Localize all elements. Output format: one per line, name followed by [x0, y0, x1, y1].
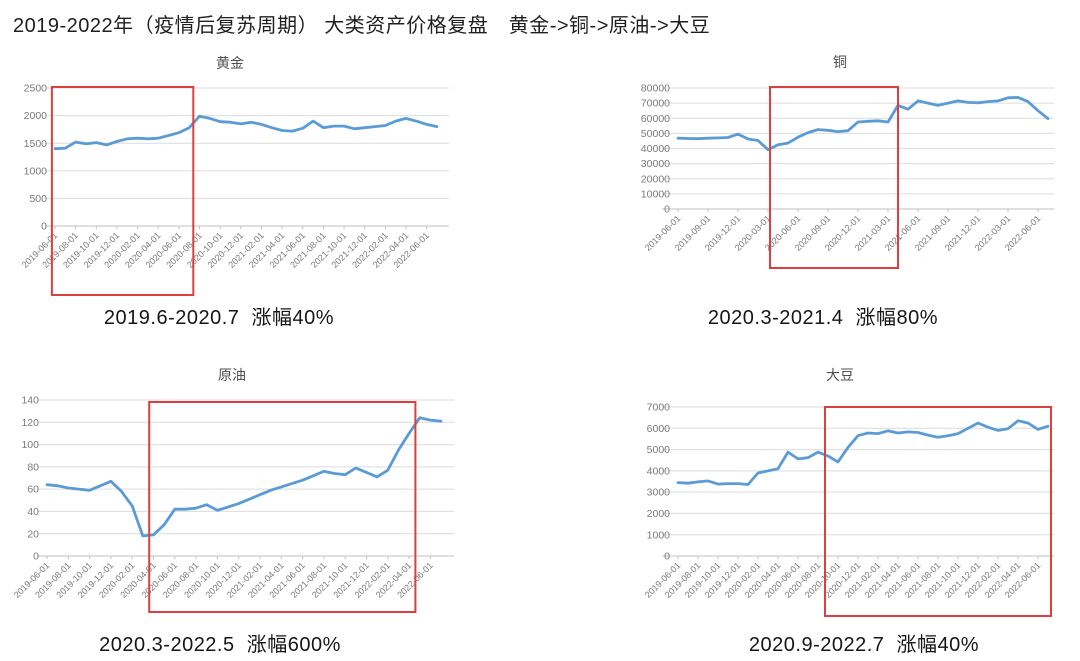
y-axis-tick-label: 40 — [27, 506, 39, 518]
chart-soybean: 010002000300040005000600070002019-06-012… — [643, 402, 1054, 617]
highlight-box-soybean — [824, 406, 1052, 617]
caption-soybean: 2020.9-2022.7 涨幅40% — [748, 634, 980, 656]
y-axis-tick-label: 1000 — [647, 529, 671, 541]
series-line-soybean — [676, 419, 1050, 486]
chart-title-soybean: 大豆 — [826, 367, 854, 383]
chart-title-crude-oil: 原油 — [218, 367, 246, 383]
y-axis-tick-label: 60 — [27, 484, 39, 496]
y-axis-tick-label: 0 — [664, 204, 670, 216]
chart-copper: 0 10000 20000 30000 40000 50000 60000 70000 8000… — [641, 83, 1054, 269]
highlight-box-copper — [769, 86, 899, 269]
highlight-box-crude-oil — [148, 401, 417, 613]
y-axis-tick-label: 10000 — [641, 189, 670, 201]
y-axis-tick-label: 4000 — [647, 466, 671, 478]
page-title: 2019-2022年（疫情后复苏周期） 大类资产价格复盘 黄金->铜->原油->… — [13, 15, 711, 37]
y-axis-tick-label: 100 — [21, 439, 39, 451]
chart-title-copper: 铜 — [833, 54, 847, 70]
y-axis-tick-label: 0 — [41, 221, 47, 233]
series-line-crude-oil — [45, 416, 443, 538]
y-axis-tick-label: 70000 — [641, 98, 670, 110]
y-axis-tick-label: 3000 — [647, 487, 671, 499]
y-axis-tick-label: 0 — [664, 551, 670, 563]
y-axis-tick-label: 40000 — [641, 143, 670, 155]
chart-title-gold: 黄金 — [216, 55, 244, 71]
y-axis-tick-label: 2500 — [24, 83, 48, 95]
y-axis-tick-label: 20 — [27, 528, 39, 540]
caption-crude-oil: 2020.3-2022.5 涨幅600% — [99, 634, 341, 656]
y-axis-tick-label: 500 — [29, 193, 47, 205]
y-axis-tick-label: 1000 — [24, 165, 48, 177]
y-axis-tick-label: 5000 — [647, 444, 671, 456]
y-axis-tick-label: 6000 — [647, 423, 671, 435]
caption-gold: 2019.6-2020.7 涨幅40% — [103, 307, 335, 329]
series-line-gold — [53, 114, 439, 151]
y-axis-tick-label: 0 — [33, 551, 39, 563]
y-axis-tick-label: 2000 — [24, 110, 48, 122]
y-axis-tick-label: 2000 — [647, 508, 671, 520]
y-axis-tick-label: 20000 — [641, 173, 670, 185]
y-axis-tick-label: 1500 — [24, 138, 48, 150]
y-axis-tick-label: 7000 — [647, 402, 671, 414]
y-axis-tick-label: 120 — [21, 417, 39, 429]
y-axis-tick-label: 80000 — [641, 83, 670, 95]
y-axis-tick-label: 140 — [21, 395, 39, 407]
chart-gold: 050010001500200025002019-06-012019-08-01… — [20, 83, 449, 296]
highlight-box-gold — [50, 86, 195, 296]
y-axis-tick-label: 80 — [27, 462, 39, 474]
y-axis-tick-label: 60000 — [641, 113, 670, 125]
y-axis-tick-label: 50000 — [641, 128, 670, 140]
series-line-copper — [676, 96, 1050, 152]
chart-crude-oil: 0204060801001201402019-06-012019-08-0120… — [12, 395, 454, 613]
y-axis-tick-label: 30000 — [641, 158, 670, 170]
caption-copper: 2020.3-2021.4 涨幅80% — [707, 307, 939, 329]
